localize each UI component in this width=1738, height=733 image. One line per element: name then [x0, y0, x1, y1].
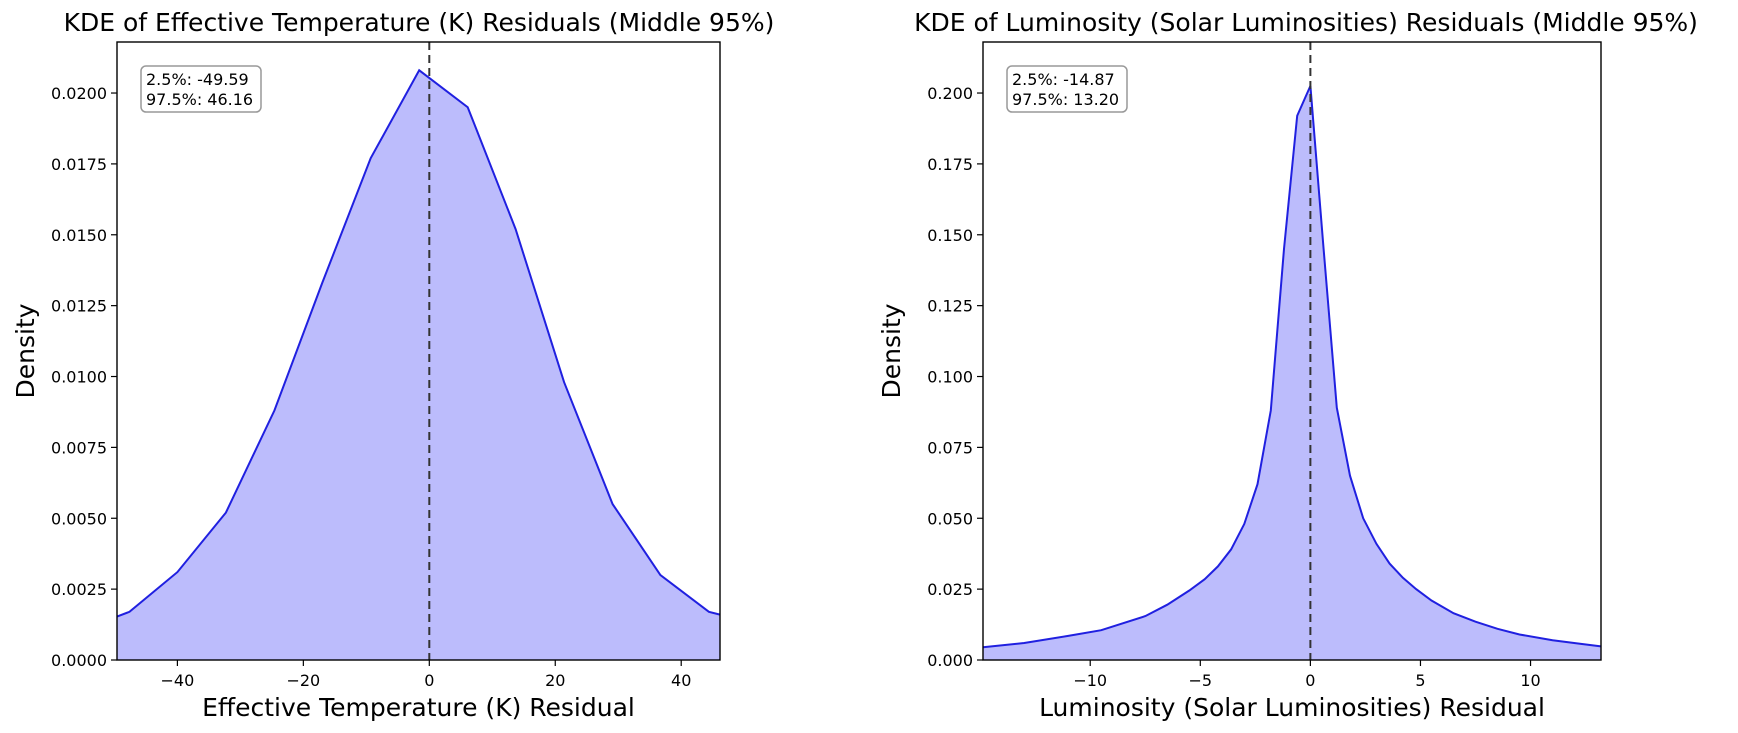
y-tick-label: 0.175 — [927, 155, 973, 174]
x-tick-label: −20 — [286, 671, 320, 690]
percentile-annotation: 2.5%: -14.87 97.5%: 13.20 — [1006, 65, 1128, 113]
x-axis-label: Luminosity (Solar Luminosities) Residual — [1039, 693, 1545, 722]
annotation-line-1: 2.5%: -49.59 — [146, 70, 249, 89]
chart-title: KDE of Luminosity (Solar Luminosities) R… — [914, 8, 1698, 37]
y-tick-label: 0.100 — [927, 368, 973, 387]
x-tick-label: 20 — [545, 671, 565, 690]
y-tick-label: 0.0050 — [51, 509, 107, 528]
y-tick-label: 0.0150 — [51, 226, 107, 245]
kde-area-fill — [983, 85, 1601, 660]
x-axis-ticks: −10 −5 0 5 10 — [1073, 660, 1541, 690]
x-axis-ticks: −40 −20 0 20 40 — [161, 660, 691, 690]
kde-line — [116, 68, 721, 618]
annotation-box — [1006, 65, 1128, 113]
y-axis-label: Density — [11, 303, 40, 398]
annotation-line-2: 97.5%: 13.20 — [1012, 90, 1119, 109]
x-tick-label: 0 — [424, 671, 434, 690]
y-tick-label: 0.125 — [927, 297, 973, 316]
y-axis-ticks: 0.000 0.025 0.050 0.075 0.100 0.125 0.150 0.175… — [927, 84, 983, 670]
y-tick-label: 0.0125 — [51, 297, 107, 316]
x-tick-label: 10 — [1520, 671, 1540, 690]
kde-area-fill — [117, 70, 720, 661]
x-axis-label: Effective Temperature (K) Residual — [202, 693, 635, 722]
y-tick-label: 0.150 — [927, 226, 973, 245]
y-tick-label: 0.0075 — [51, 438, 107, 457]
y-tick-label: 0.0000 — [51, 651, 107, 670]
y-axis-label: Density — [877, 303, 906, 398]
y-tick-label: 0.0025 — [51, 580, 107, 599]
percentile-annotation: 2.5%: -49.59 97.5%: 46.16 — [140, 65, 262, 113]
annotation-box — [140, 65, 262, 113]
y-tick-label: 0.050 — [927, 509, 973, 528]
panel-effective-temperature: KDE of Effective Temperature (K) Residua… — [11, 8, 774, 722]
annotation-line-2: 97.5%: 46.16 — [146, 90, 253, 109]
x-tick-label: 0 — [1305, 671, 1315, 690]
y-tick-label: 0.0100 — [51, 368, 107, 387]
x-tick-label: −40 — [161, 671, 195, 690]
x-tick-label: 40 — [671, 671, 691, 690]
plot-frame — [116, 41, 721, 661]
y-tick-label: 0.025 — [927, 580, 973, 599]
panel-luminosity: KDE of Luminosity (Solar Luminosities) R… — [877, 8, 1698, 722]
kde-line — [982, 85, 1602, 649]
x-tick-label: 5 — [1415, 671, 1425, 690]
y-tick-label: 0.000 — [927, 651, 973, 670]
plot-frame — [982, 41, 1602, 661]
x-tick-label: −10 — [1073, 671, 1107, 690]
y-tick-label: 0.200 — [927, 84, 973, 103]
annotation-line-1: 2.5%: -14.87 — [1012, 70, 1115, 89]
y-tick-label: 0.0175 — [51, 155, 107, 174]
y-tick-label: 0.075 — [927, 438, 973, 457]
y-axis-ticks: 0.0000 0.0025 0.0050 0.0075 0.0100 0.0125 0.01… — [51, 84, 117, 670]
y-tick-label: 0.0200 — [51, 84, 107, 103]
x-tick-label: −5 — [1189, 671, 1213, 690]
chart-title: KDE of Effective Temperature (K) Residua… — [64, 8, 775, 37]
